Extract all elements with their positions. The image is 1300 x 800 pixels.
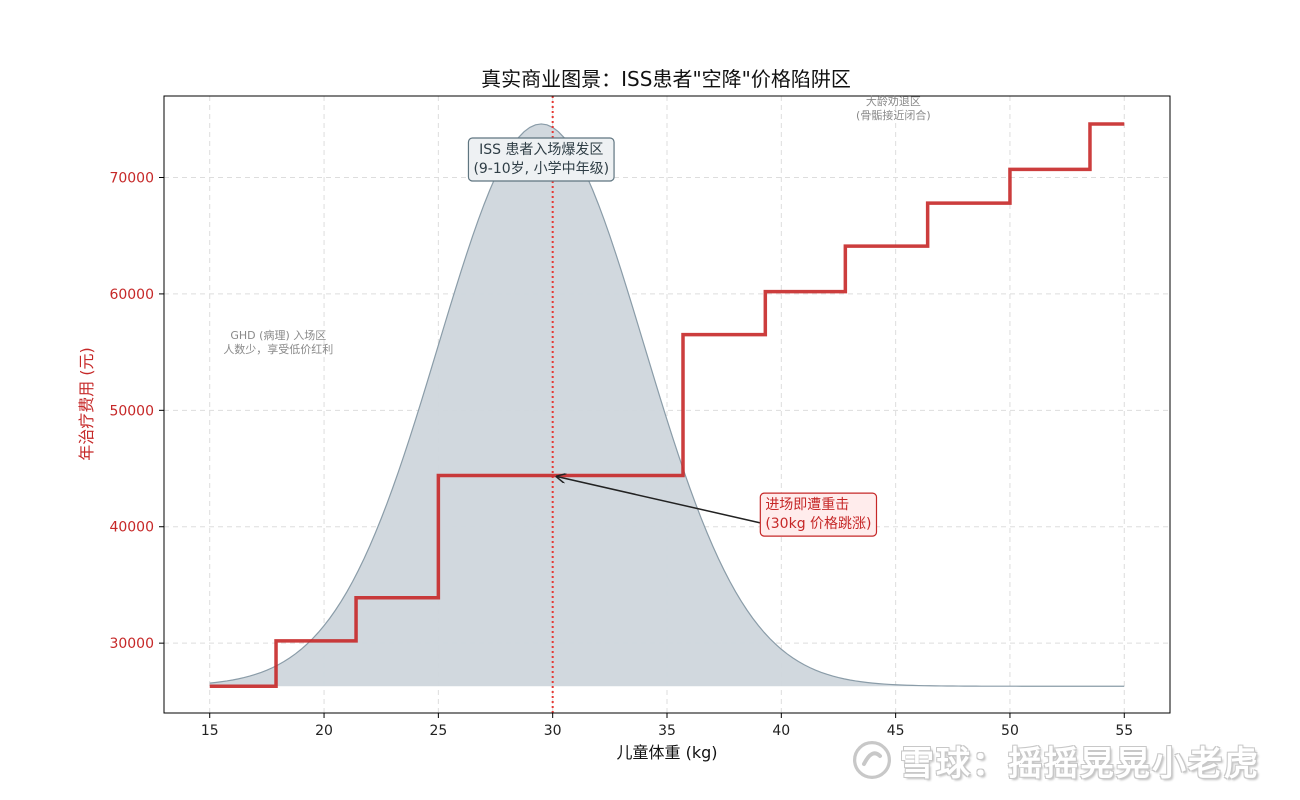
distribution-curve xyxy=(209,123,1125,687)
y-tick-label: 70000 xyxy=(109,170,154,186)
y-tick-label: 60000 xyxy=(109,287,154,303)
x-tick-label: 30 xyxy=(544,723,562,739)
annotation-arrow xyxy=(557,477,762,524)
annotation-line-2: (9-10岁, 小学中年级) xyxy=(473,161,609,177)
y-tick-label: 50000 xyxy=(109,403,154,419)
annotation-box xyxy=(467,137,615,182)
y-tick-label: 40000 xyxy=(109,520,154,536)
x-tick-label: 55 xyxy=(1115,723,1133,739)
annotations: ISS 患者入场爆发区 (9-10岁, 小学中年级) 进场即遭重击 (30kg 价格跳… xyxy=(223,94,931,537)
annotation-line-2: 人数少，享受低价红利 xyxy=(223,342,333,356)
annotation-line-1: 大龄劝退区 xyxy=(866,94,921,108)
watermark-text: 雪球：摇摇晃晃小老虎 xyxy=(900,743,1260,784)
snowball-logo-icon xyxy=(853,741,891,779)
annotation-3: 大龄劝退区(骨骺接近闭合) xyxy=(856,94,931,122)
annotation-line-2: (30kg 价格跳涨) xyxy=(765,516,871,532)
y-axis-label: 年治疗费用 (元) xyxy=(77,347,96,461)
x-tick-label: 25 xyxy=(429,723,447,739)
chart-title: 真实商业图景：ISS患者"空降"价格陷阱区 xyxy=(481,67,851,91)
annotation-line-1: ISS 患者入场爆发区 xyxy=(479,142,603,158)
watermark: 雪球：摇摇晃晃小老虎 xyxy=(852,736,1260,784)
price-step-line xyxy=(209,122,1125,688)
annotation-line-1: 进场即遭重击 xyxy=(765,497,849,513)
grid xyxy=(164,96,1170,713)
annotation-line-1: GHD (病理) 入场区 xyxy=(230,328,326,342)
x-axis-label: 儿童体重 (kg) xyxy=(617,743,718,762)
x-tick-label: 35 xyxy=(658,723,676,739)
y-tick-label: 30000 xyxy=(109,636,154,652)
annotation-1: 进场即遭重击 (30kg 价格跳涨) xyxy=(557,477,878,537)
x-axis: 15 20 25 30 35 40 45 50 55 xyxy=(201,713,1133,739)
x-tick-label: 15 xyxy=(201,723,219,739)
x-tick-label: 50 xyxy=(1001,723,1019,739)
annotation-0: ISS 患者入场爆发区 (9-10岁, 小学中年级) xyxy=(467,137,615,182)
annotation-line-2: (骨骺接近闭合) xyxy=(856,108,931,122)
x-tick-label: 20 xyxy=(315,723,333,739)
x-tick-label: 40 xyxy=(772,723,790,739)
y-axis: 30000 40000 50000 60000 70000 xyxy=(109,170,164,652)
price-series xyxy=(209,122,1125,688)
x-tick-label: 45 xyxy=(887,723,905,739)
annotation-box xyxy=(759,492,878,537)
